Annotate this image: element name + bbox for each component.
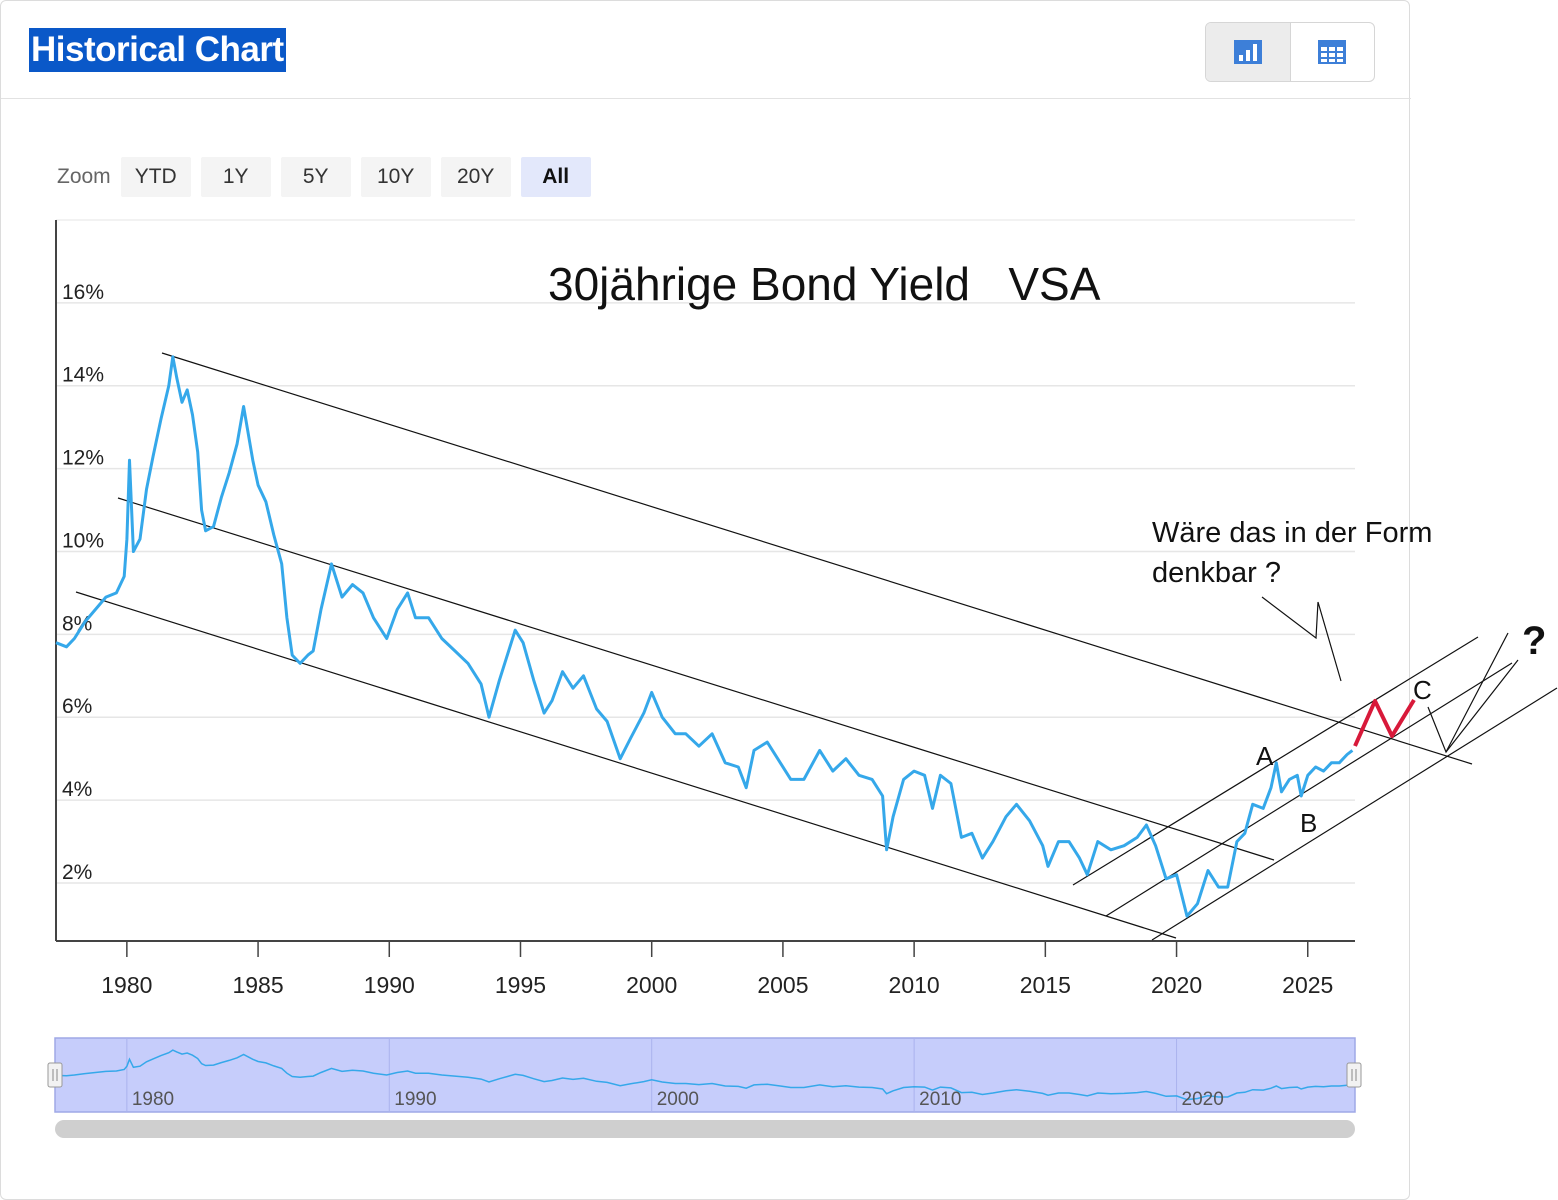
wave-label-a: A xyxy=(1256,741,1274,771)
x-tick-label: 2010 xyxy=(889,972,940,998)
y-tick-label: 14% xyxy=(62,364,104,387)
table-view-button[interactable] xyxy=(1289,23,1375,81)
navigator-range-selection[interactable] xyxy=(54,1037,1356,1113)
y-tick-label: 4% xyxy=(62,778,92,801)
channel-line-lower xyxy=(75,591,1177,939)
x-tick-label: 2025 xyxy=(1282,972,1333,998)
navigator-series-line xyxy=(55,1049,1353,1101)
table-icon xyxy=(1318,40,1347,64)
annotation-arrow xyxy=(1261,596,1342,682)
projection-line-1 xyxy=(1427,632,1509,754)
chart-panel: Historical Chart xyxy=(0,0,1411,1200)
navigator-x-label: 2000 xyxy=(657,1089,699,1110)
channel-line-upper xyxy=(161,352,1473,765)
y-tick-label: 10% xyxy=(62,529,104,552)
y-axis-labels: 2% 4% 6% 8% 10% 12% 14% 16% xyxy=(62,281,104,884)
x-tick-label: 1995 xyxy=(495,972,546,998)
channel-line-up-3 xyxy=(1151,687,1558,941)
zoom-controls: Zoom YTD 1Y 5Y 10Y 20Y All xyxy=(57,157,601,197)
x-tick-label: 1980 xyxy=(101,972,152,998)
channel-line-up-2 xyxy=(1105,662,1513,917)
y-tick-label: 8% xyxy=(62,612,92,635)
yield-series-line xyxy=(55,355,1354,918)
navigator-x-label: 2020 xyxy=(1182,1089,1224,1110)
y-tick-label: 2% xyxy=(62,861,92,884)
channel-line-up-1 xyxy=(1072,636,1479,886)
annotation-text-line-2: denkbar ? xyxy=(1152,557,1281,589)
zoom-10y-button[interactable]: 10Y xyxy=(360,157,431,197)
zoom-5y-button[interactable]: 5Y xyxy=(280,157,351,197)
question-mark: ? xyxy=(1522,619,1546,663)
y-tick-label: 16% xyxy=(62,281,104,304)
chart-title: 30jährige Bond Yield VSA xyxy=(548,258,1101,310)
x-tick-label: 1990 xyxy=(364,972,415,998)
navigator[interactable]: 1980 1990 2000 2010 2020 xyxy=(47,1037,1362,1113)
x-tick-label: 2020 xyxy=(1151,972,1202,998)
x-tick-label: 2005 xyxy=(757,972,808,998)
x-tick-label: 2015 xyxy=(1020,972,1071,998)
annotation-text-line-1: Wäre das in der Form xyxy=(1152,517,1432,549)
trend-channel-lines xyxy=(75,352,1558,941)
axes xyxy=(55,220,1355,942)
navigator-labels: 1980 1990 2000 2010 2020 xyxy=(132,1089,1224,1110)
navigator-right-handle[interactable] xyxy=(1346,1062,1362,1088)
x-axis-ticks: 1980 1985 1990 1995 2000 2005 2010 2015 2020 2025 xyxy=(101,941,1333,998)
view-toggle xyxy=(1205,22,1375,82)
navigator-left-handle[interactable] xyxy=(47,1062,63,1088)
y-tick-label: 12% xyxy=(62,447,104,470)
chart-view-button[interactable] xyxy=(1206,23,1290,81)
zoom-ytd-button[interactable]: YTD xyxy=(120,157,191,197)
navigator-x-label: 2010 xyxy=(919,1089,961,1110)
grid-lines xyxy=(56,219,1355,884)
zoom-all-button[interactable]: All xyxy=(520,157,591,197)
horizontal-scrollbar[interactable] xyxy=(55,1120,1355,1138)
x-tick-label: 2000 xyxy=(626,972,677,998)
channel-line-middle xyxy=(117,497,1275,861)
y-tick-label: 6% xyxy=(62,695,92,718)
navigator-x-label: 1990 xyxy=(394,1089,436,1110)
bar-chart-icon xyxy=(1233,40,1262,64)
navigator-x-label: 1980 xyxy=(132,1089,174,1110)
zoom-1y-button[interactable]: 1Y xyxy=(200,157,271,197)
zoom-label: Zoom xyxy=(57,165,111,188)
wave-label-b: B xyxy=(1300,808,1317,838)
projected-zigzag xyxy=(1353,698,1416,747)
panel-header: Historical Chart xyxy=(1,1,1411,99)
page-title: Historical Chart xyxy=(29,28,286,72)
wave-label-c: C xyxy=(1413,675,1432,705)
projection-line-2 xyxy=(1445,659,1519,753)
zoom-20y-button[interactable]: 20Y xyxy=(440,157,511,197)
x-tick-label: 1985 xyxy=(232,972,283,998)
